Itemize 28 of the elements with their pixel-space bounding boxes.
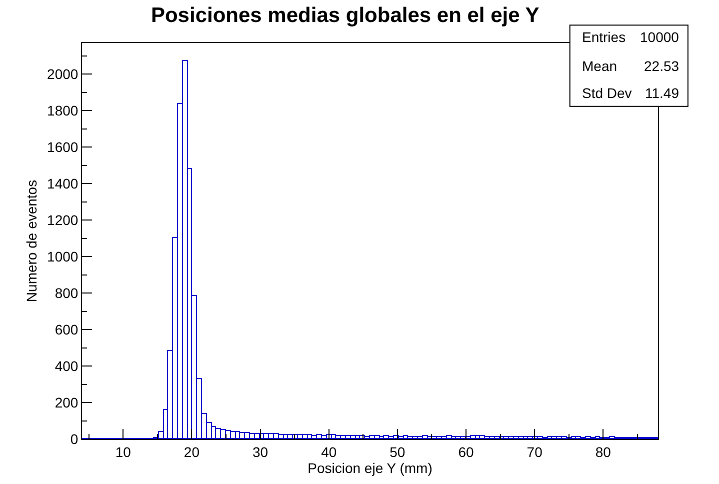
- chart-title: Posiciones medias globales en el eje Y: [150, 4, 540, 27]
- y-tick-label: 1200: [47, 212, 78, 228]
- annotation: 22.53: [644, 58, 680, 74]
- y-tick-label: 200: [54, 394, 78, 410]
- y-axis-title: Numero de eventos: [24, 180, 40, 302]
- annotation: 11.49: [645, 85, 680, 101]
- x-tick-label: 20: [184, 444, 200, 460]
- y-tick-label: 0: [70, 430, 78, 447]
- annotation: Entries: [582, 29, 626, 45]
- y-tick-label: 400: [54, 358, 78, 374]
- x-tick-label: 40: [321, 444, 337, 460]
- y-tick-label: 2000: [47, 66, 78, 82]
- annotation: 10000: [640, 29, 680, 45]
- y-tick-label: 1400: [47, 175, 78, 192]
- x-tick-label: 70: [526, 444, 543, 460]
- x-tick-label: 50: [390, 444, 406, 460]
- y-tick-label: 600: [54, 321, 78, 338]
- x-tick-label: 30: [252, 444, 268, 460]
- y-tick-label: 1800: [47, 102, 78, 118]
- annotation: Std Dev: [582, 85, 632, 101]
- annotation: Mean: [582, 58, 618, 74]
- x-axis-title: Posicion eje Y (mm): [308, 460, 432, 476]
- y-tick-label: 800: [54, 284, 78, 301]
- x-tick-label: 80: [595, 444, 612, 460]
- y-tick-label: 1600: [47, 138, 78, 155]
- y-tick-label: 1000: [47, 248, 78, 264]
- x-tick-label: 60: [458, 444, 474, 460]
- x-tick-label: 10: [115, 444, 132, 460]
